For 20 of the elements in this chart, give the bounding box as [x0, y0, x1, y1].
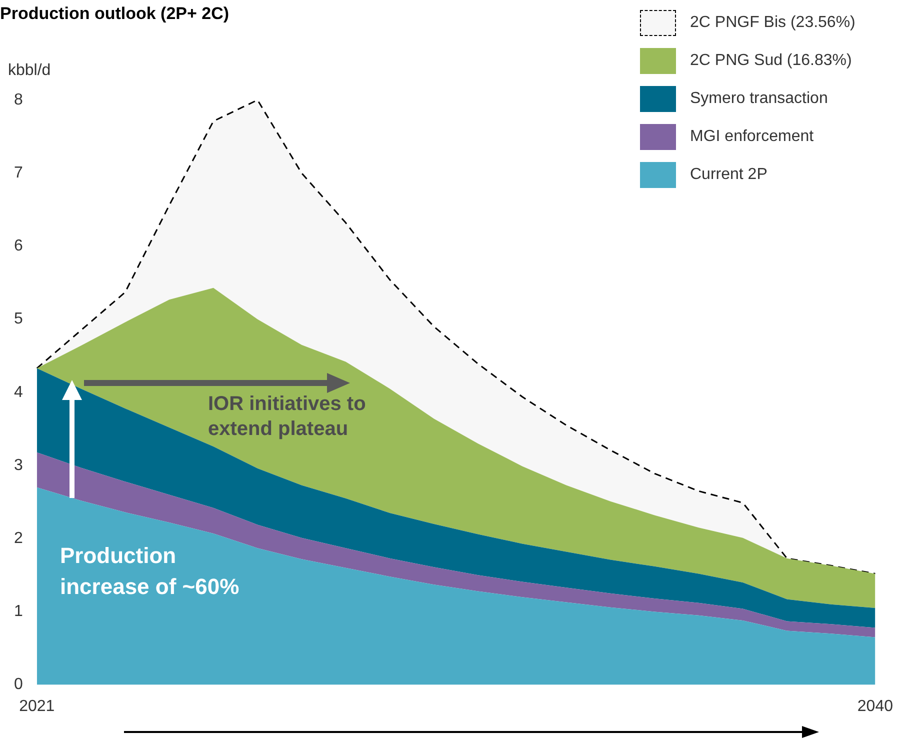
annotation: Production increase of ~60%: [60, 542, 240, 601]
y-tick-label: 1: [14, 603, 23, 620]
legend-label: 2C PNG Sud (16.83%): [690, 52, 852, 70]
x-tick-label: 2021: [19, 698, 55, 715]
legend-label: Symero transaction: [690, 90, 828, 108]
chart-title: Production outlook (2P+ 2C): [0, 4, 230, 24]
y-tick-label: 3: [14, 456, 23, 474]
y-tick-label: 8: [14, 91, 23, 108]
y-tick-label: 6: [14, 238, 23, 255]
y-tick-label: 7: [14, 164, 23, 182]
legend-label: MGI enforcement: [690, 128, 814, 146]
y-tick-label: 4: [14, 384, 23, 401]
x-tick-label: 2040: [857, 698, 894, 715]
legend-label: Current 2P: [690, 166, 768, 184]
y-axis-title: kbbl/d: [8, 62, 51, 80]
y-tick-label: 0: [14, 676, 23, 694]
annotation: IOR initiatives to extend plateau: [208, 392, 367, 442]
legend-label: 2C PNGF Bis (23.56%): [690, 14, 856, 32]
y-tick-label: 5: [14, 310, 23, 328]
y-tick-label: 2: [14, 530, 23, 548]
